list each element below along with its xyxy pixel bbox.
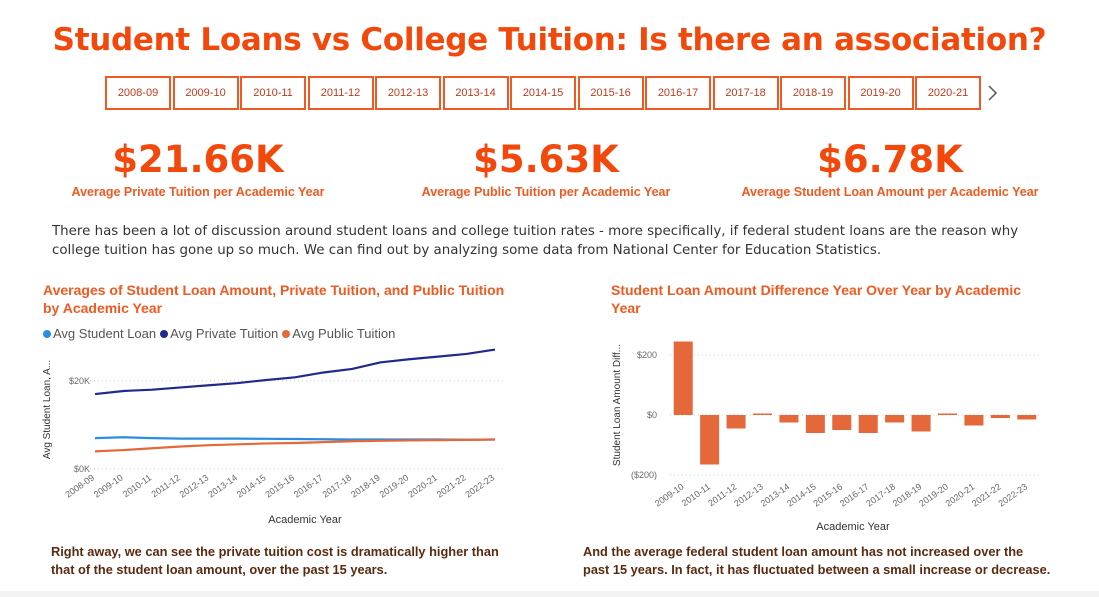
series-line-2 xyxy=(94,438,496,453)
legend-label: Avg Student Loan xyxy=(53,326,157,341)
bar-chart[interactable]: ($200)$0$2002009-102010-112011-122012-13… xyxy=(600,335,1060,535)
x-tick-label: 2022-23 xyxy=(463,472,496,499)
x-tick-label: 2014-15 xyxy=(785,481,818,508)
x-tick-label: 2019-20 xyxy=(378,472,411,499)
x-axis-label: Academic Year xyxy=(816,521,890,533)
y-tick-label: ($200) xyxy=(631,470,657,480)
legend-dot-icon xyxy=(282,329,291,338)
slicer-year-2010-11[interactable]: 2010-11 xyxy=(240,76,306,110)
legend-item-public-tuition[interactable]: Avg Public Tuition xyxy=(282,326,395,341)
y-axis-label: Avg Student Loan, A... xyxy=(42,360,53,459)
y-axis-label: Student Loan Amount Diff... xyxy=(612,344,623,466)
x-tick-label: 2011-12 xyxy=(150,472,182,499)
slicer-year-2019-20[interactable]: 2019-20 xyxy=(847,76,914,110)
legend-item-student-loan[interactable]: Avg Student Loan xyxy=(43,326,156,341)
bar xyxy=(700,415,720,465)
x-tick-label: 2013-14 xyxy=(759,481,792,508)
x-tick-label: 2015-16 xyxy=(811,481,844,508)
x-tick-label: 2015-16 xyxy=(263,472,296,499)
slicer-year-2014-15[interactable]: 2014-15 xyxy=(510,76,576,110)
line-chart[interactable]: $0K $20K 2008-092009-102010-112011-122012-… xyxy=(40,345,560,545)
legend-dot-icon xyxy=(43,329,51,338)
bar xyxy=(779,415,799,423)
legend-label: Avg Public Tuition xyxy=(292,326,396,341)
x-tick-label: 2014-15 xyxy=(235,472,268,499)
legend-label: Avg Private Tuition xyxy=(170,326,279,341)
kpi-label: Average Student Loan Amount per Academic… xyxy=(741,185,1039,199)
academic-year-slicer: 2008-09 2009-10 2010-11 2011-12 2012-13 2013-… xyxy=(105,76,983,110)
x-tick-label: 2017-18 xyxy=(864,481,897,508)
kpi-value: $5.63K xyxy=(473,138,619,181)
bar xyxy=(937,413,958,415)
bar xyxy=(1017,415,1037,420)
kpi-private-tuition: $21.66K Average Private Tuition per Acad… xyxy=(60,138,336,199)
x-tick-label: 2018-19 xyxy=(349,472,382,499)
x-tick-label: 2016-17 xyxy=(292,472,325,499)
slicer-year-2009-10[interactable]: 2009-10 xyxy=(172,76,239,110)
bar xyxy=(858,415,878,433)
x-tick-label: 2010-11 xyxy=(680,481,712,508)
series-line-1 xyxy=(94,348,496,396)
slicer-year-2015-16[interactable]: 2015-16 xyxy=(577,76,644,110)
bar-chart-title: Student Loan Amount Difference Year Over… xyxy=(611,282,1022,316)
kpi-student-loan: $6.78K Average Student Loan Amount per A… xyxy=(728,138,1052,199)
line-chart-title: Averages of Student Loan Amount, Private… xyxy=(43,282,505,316)
kpi-value: $21.66K xyxy=(112,138,284,181)
line-chart-caption: Right away, we can see the private tuiti… xyxy=(51,544,499,577)
chevron-right-icon[interactable] xyxy=(985,82,1001,104)
y-tick-label: $200 xyxy=(637,350,657,360)
kpi-label: Average Public Tuition per Academic Year xyxy=(421,185,671,199)
x-tick-label: 2020-21 xyxy=(406,472,439,499)
kpi-public-tuition: $5.63K Average Public Tuition per Academ… xyxy=(408,138,684,199)
bar xyxy=(911,415,931,432)
slicer-year-2016-17[interactable]: 2016-17 xyxy=(645,76,711,110)
y-tick-label: $20K xyxy=(69,376,90,386)
x-tick-label: 2008-09 xyxy=(63,472,96,499)
legend-item-private-tuition[interactable]: Avg Private Tuition xyxy=(160,326,278,341)
bar xyxy=(885,415,905,423)
legend-dot-icon xyxy=(160,329,169,338)
slicer-year-2012-13[interactable]: 2012-13 xyxy=(375,76,441,110)
intro-text: There has been a lot of discussion aroun… xyxy=(52,224,1019,258)
x-tick-label: 2012-13 xyxy=(178,472,211,499)
bar xyxy=(752,413,773,415)
slicer-year-2017-18[interactable]: 2017-18 xyxy=(712,76,779,110)
x-tick-label: 2009-10 xyxy=(92,472,125,499)
x-tick-label: 2022-23 xyxy=(996,481,1029,508)
bar xyxy=(726,415,746,429)
x-tick-label: 2021-22 xyxy=(970,481,1003,508)
slicer-year-2020-21[interactable]: 2020-21 xyxy=(915,76,981,110)
slicer-year-2011-12[interactable]: 2011-12 xyxy=(307,76,374,110)
x-tick-label: 2021-22 xyxy=(435,472,468,499)
x-tick-label: 2009-10 xyxy=(653,481,686,508)
bar xyxy=(832,415,852,430)
x-tick-label: 2019-20 xyxy=(917,481,950,508)
x-tick-label: 2018-19 xyxy=(891,481,924,508)
kpi-label: Average Private Tuition per Academic Yea… xyxy=(71,185,325,199)
x-tick-label: 2010-11 xyxy=(121,472,153,499)
x-tick-label: 2016-17 xyxy=(838,481,871,508)
bar-chart-caption: And the average federal student loan amo… xyxy=(583,544,1051,577)
footer-bar xyxy=(0,591,1099,597)
bar xyxy=(805,415,825,433)
kpi-value: $6.78K xyxy=(817,138,963,181)
x-tick-label: 2012-13 xyxy=(732,481,765,508)
bar xyxy=(673,341,693,415)
x-axis-label: Academic Year xyxy=(268,514,342,526)
y-tick-label: $0K xyxy=(74,464,90,474)
x-tick-label: 2017-18 xyxy=(320,472,353,499)
page-title: Student Loans vs College Tuition: Is the… xyxy=(52,22,1047,58)
slicer-year-2013-14[interactable]: 2013-14 xyxy=(442,76,509,110)
x-tick-label: 2013-14 xyxy=(206,472,239,499)
bar xyxy=(964,415,984,426)
slicer-year-2018-19[interactable]: 2018-19 xyxy=(780,76,846,110)
x-tick-label: 2020-21 xyxy=(944,481,977,508)
bar xyxy=(990,415,1010,418)
slicer-year-2008-09[interactable]: 2008-09 xyxy=(105,76,171,110)
line-chart-legend: Avg Student Loan Avg Private Tuition Avg… xyxy=(43,326,399,341)
y-tick-label: $0 xyxy=(647,410,657,420)
